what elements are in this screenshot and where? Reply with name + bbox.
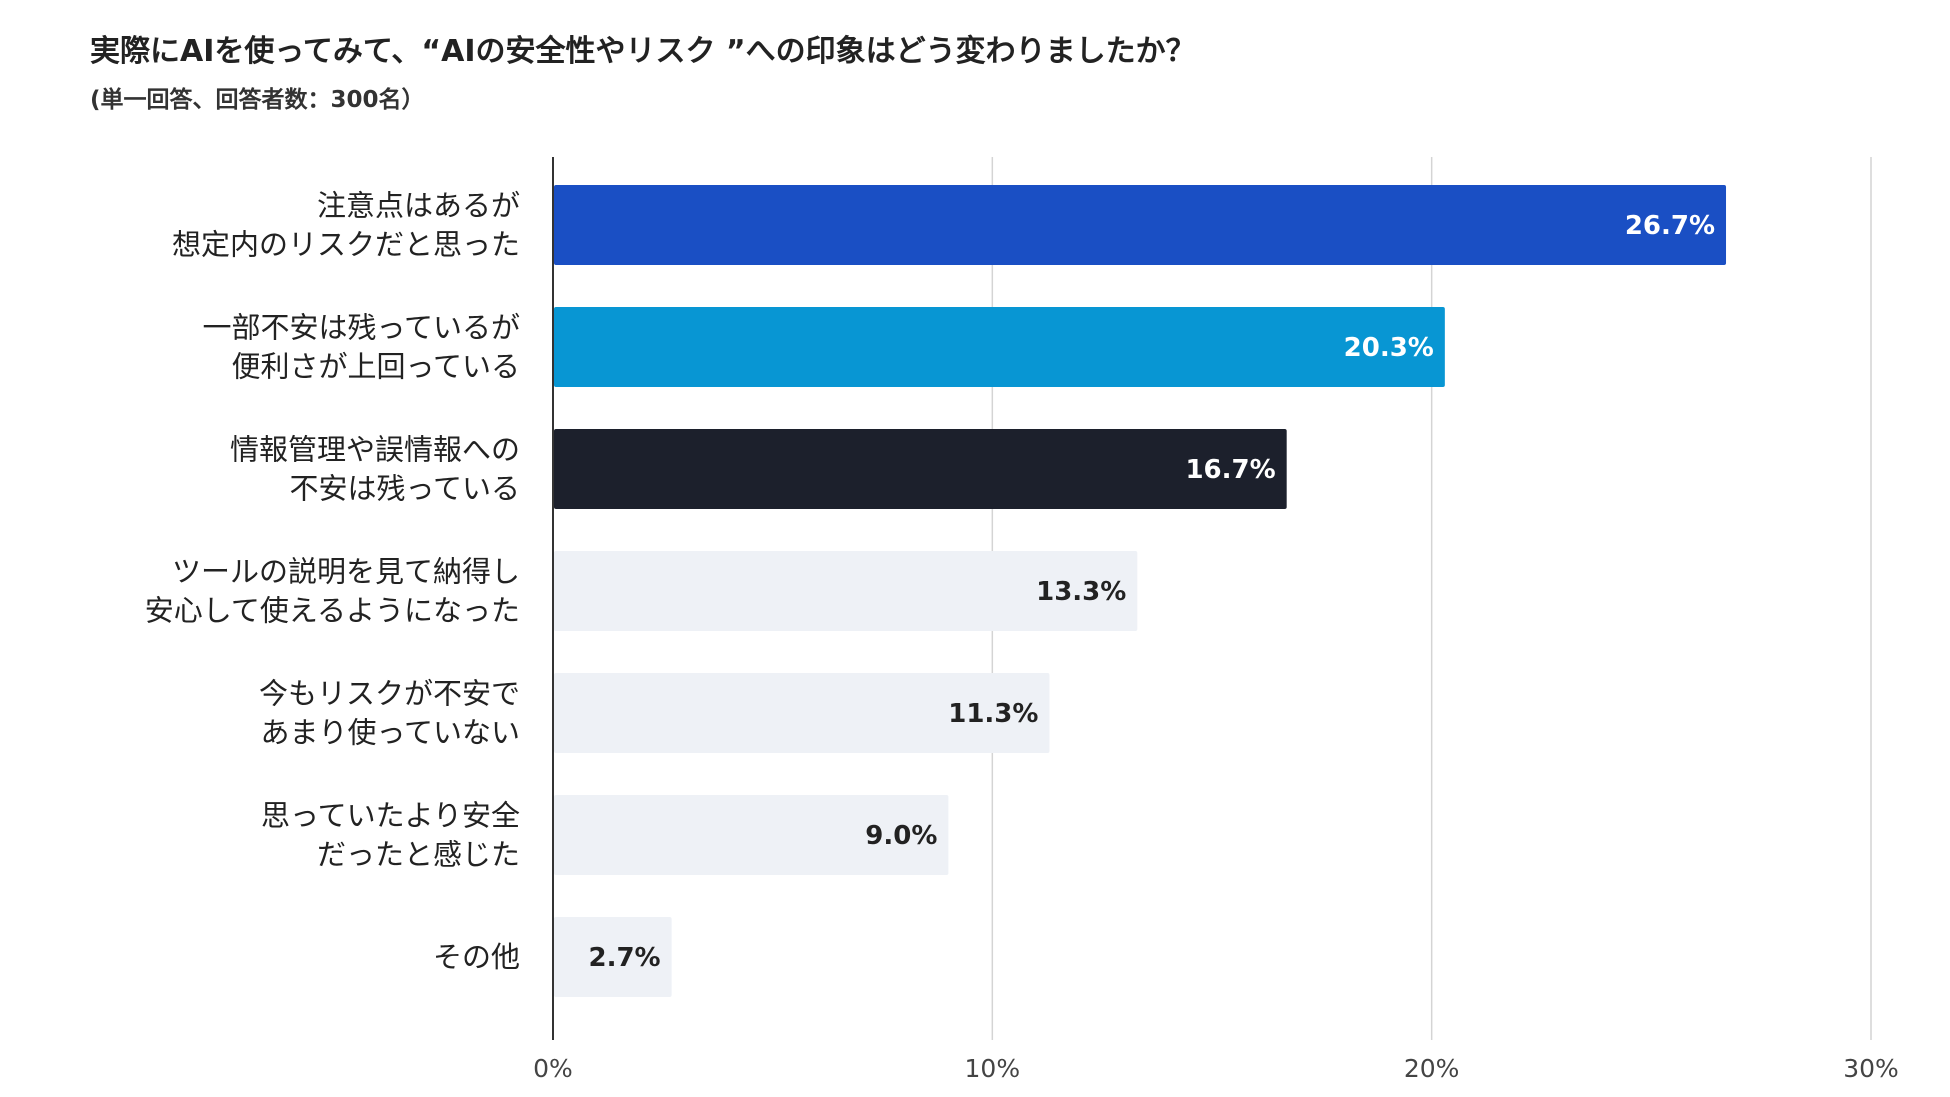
- chart-subtitle: (単一回答、回答者数：300名）: [90, 87, 425, 113]
- bar-value-label: 11.3%: [948, 699, 1038, 729]
- bar-value-label: 2.7%: [589, 943, 661, 973]
- category-label: 情報管理や誤情報への不安は残っている: [230, 433, 520, 506]
- x-tick-label: 20%: [1404, 1054, 1460, 1083]
- bar-value-label: 26.7%: [1625, 211, 1715, 241]
- bar: [554, 551, 1138, 631]
- bar: [554, 917, 672, 997]
- x-tick-label: 30%: [1843, 1054, 1899, 1083]
- category-label: 思っていたより安全だったと感じた: [261, 799, 520, 872]
- bar-value-label: 20.3%: [1344, 333, 1434, 363]
- bar-value-label: 9.0%: [865, 821, 937, 851]
- x-tick-label: 10%: [965, 1054, 1021, 1083]
- bar: [554, 673, 1050, 753]
- category-label: その他: [433, 940, 520, 974]
- category-label: 今もリスクが不安であまり使っていない: [259, 677, 520, 750]
- bar: [554, 307, 1445, 387]
- bar: [554, 185, 1727, 265]
- bar: [554, 795, 949, 875]
- labels: 0% 10% 20% 30% 26.7% 注意点はあるが想定内のリスクだと思った 20.3%…: [145, 189, 1899, 1084]
- category-label: 一部不安は残っているが便利さが上回っている: [202, 311, 520, 384]
- bar: [554, 429, 1287, 509]
- category-label: 注意点はあるが想定内のリスクだと思った: [172, 189, 520, 262]
- category-label: ツールの説明を見て納得し安心して使えるようになった: [145, 555, 520, 628]
- bar-value-label: 16.7%: [1185, 455, 1275, 485]
- x-tick-label: 0%: [533, 1054, 573, 1083]
- bars: [554, 185, 1727, 997]
- bar-value-label: 13.3%: [1036, 577, 1126, 607]
- chart-title: 実際にAIを使ってみて、“AIの安全性やリスク ”への印象はどう変わりましたか？: [90, 34, 1196, 69]
